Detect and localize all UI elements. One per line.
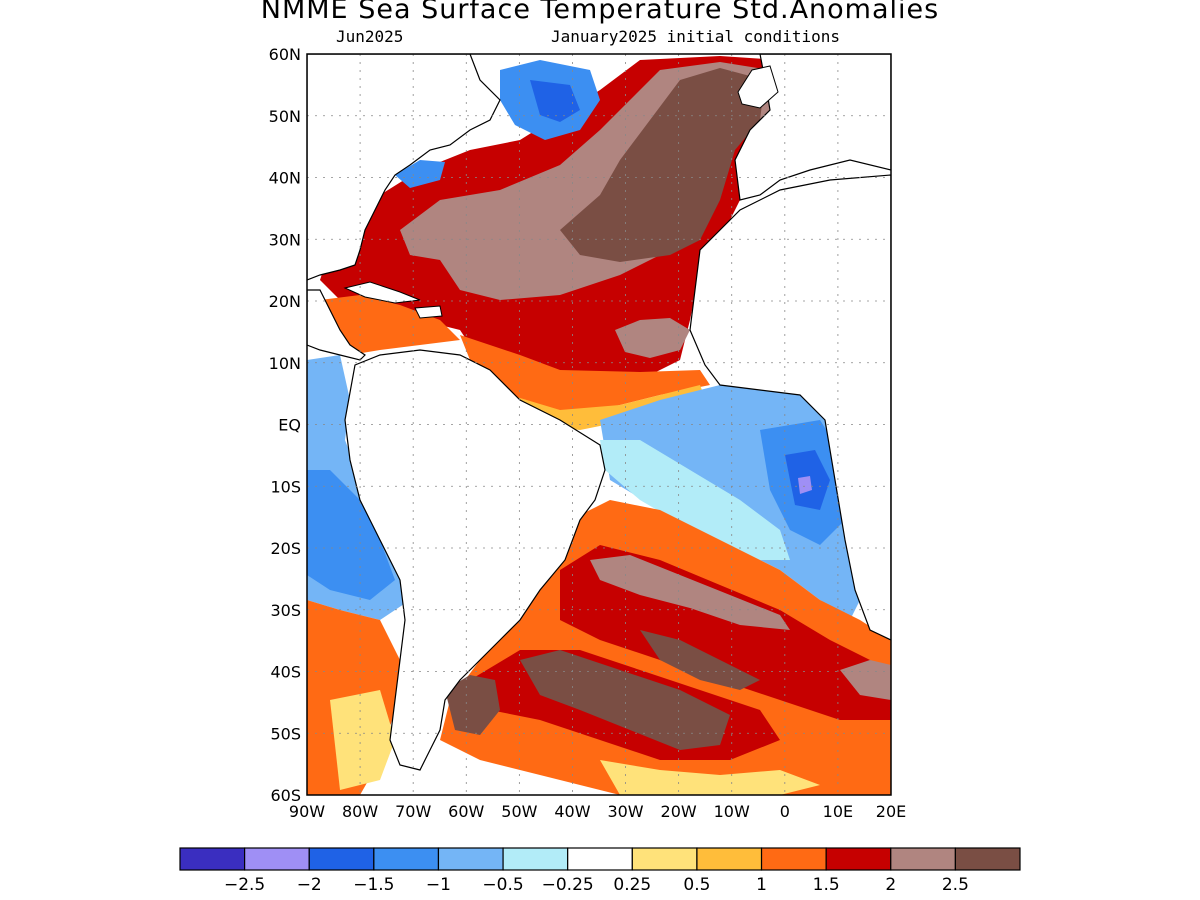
yellow-band-southeast-pacific: [330, 690, 395, 790]
colorbar-label: −2: [297, 875, 322, 895]
lon-label: 10W: [714, 802, 750, 821]
cold-region-nova-scotia: [395, 160, 445, 188]
strongest-warm-southern: [520, 650, 730, 750]
colorbar-label: 2: [885, 875, 896, 895]
colorbar-swatch: [825, 847, 892, 871]
colorbar: [179, 847, 1021, 871]
colorbar-swatch: [954, 847, 1021, 871]
colorbar-swatch: [179, 847, 246, 871]
lat-label: 50N: [269, 107, 301, 126]
land-south-america: [344, 349, 606, 771]
lat-label: EQ: [278, 416, 301, 435]
strong-warm-southeast: [840, 660, 891, 700]
lon-label: 20W: [661, 802, 697, 821]
map-gridlines: [307, 54, 891, 795]
lat-label: 30N: [269, 230, 301, 249]
initial-conditions: January2025 initial conditions: [551, 27, 840, 46]
lat-label: 20S: [270, 539, 301, 558]
lat-label: 10N: [269, 354, 301, 373]
colorbar-swatch: [760, 847, 827, 871]
warm-patch-gulf: [320, 295, 460, 355]
strong-warm-subtropical-south: [590, 555, 790, 630]
colorbar-label: 0.5: [683, 875, 710, 895]
colorbar-labels: −2.5 −2 −1.5 −1 −0.5 −0.25 0.25 0.5 1 1.5 2 2.5: [224, 875, 969, 895]
strong-warm-canary: [615, 318, 690, 358]
lat-label: 60S: [270, 786, 301, 805]
colorbar-swatch: [308, 847, 375, 871]
colorbar-label: −0.5: [482, 875, 523, 895]
colorbar-swatch: [631, 847, 698, 871]
cold-core-labrador: [530, 80, 580, 122]
lat-label: 60N: [269, 45, 301, 64]
anomaly-field: [307, 54, 891, 795]
land-hispaniola: [414, 305, 443, 319]
lat-label: 40S: [270, 663, 301, 682]
chart-title: NMME Sea Surface Temperature Std.Anomali…: [260, 0, 940, 25]
lon-label: 0: [780, 802, 790, 821]
colorbar-label: −0.25: [542, 875, 594, 895]
lat-label: 10S: [270, 477, 301, 496]
lon-label: 20E: [876, 802, 906, 821]
land-great-britain: [737, 65, 779, 109]
strongest-warm-patagonia: [445, 675, 500, 735]
colorbar-label: −1: [426, 875, 451, 895]
longitude-labels: 90W 80W 70W 60W 50W 40W 30W 20W 10W 0 10E 20E: [289, 802, 906, 821]
colorbar-swatch: [696, 847, 763, 871]
colorbar-swatch: [502, 847, 569, 871]
colorbar-swatch: [437, 847, 504, 871]
lon-label: 80W: [342, 802, 378, 821]
latitude-labels: 60N 50N 40N 30N 20N 10N EQ 10S 20S 30S 40S 50S 60S: [269, 45, 301, 805]
strongest-warm-south-central: [640, 630, 760, 690]
yellow-band-south-atlantic: [600, 760, 820, 795]
map-frame: [306, 53, 892, 796]
lon-label: 50W: [501, 802, 537, 821]
colorbar-label: 1.5: [813, 875, 840, 895]
land-central-america: [307, 289, 366, 361]
colorbar-swatch: [244, 847, 310, 871]
colorbar-label: 2.5: [942, 875, 969, 895]
strongest-cold-angola: [798, 476, 812, 494]
lon-label: 40W: [554, 802, 590, 821]
lat-label: 30S: [270, 601, 301, 620]
forecast-month: Jun2025: [336, 27, 404, 46]
lat-label: 20N: [269, 292, 301, 311]
colorbar-label: −1.5: [353, 875, 394, 895]
colorbar-label: 0.25: [613, 875, 651, 895]
land-north-america: [307, 54, 501, 281]
colorbar-label: 1: [756, 875, 767, 895]
lon-label: 70W: [395, 802, 431, 821]
colorbar-swatch: [373, 847, 440, 871]
lon-label: 30W: [607, 802, 643, 821]
light-cold-equatorial-atlantic: [600, 440, 790, 560]
strongest-warm-north-atlantic: [560, 68, 765, 262]
lon-label: 90W: [289, 802, 325, 821]
land-cuba: [343, 281, 421, 304]
lat-label: 40N: [269, 169, 301, 188]
colorbar-swatch: [890, 847, 956, 871]
lon-label: 60W: [448, 802, 484, 821]
lon-label: 10E: [823, 802, 853, 821]
colorbar-swatch: [567, 847, 633, 871]
cold-core-east-pacific: [307, 470, 395, 600]
land-africa: [689, 174, 891, 641]
lat-label: 50S: [270, 724, 301, 743]
colorbar-label: −2.5: [224, 875, 265, 895]
